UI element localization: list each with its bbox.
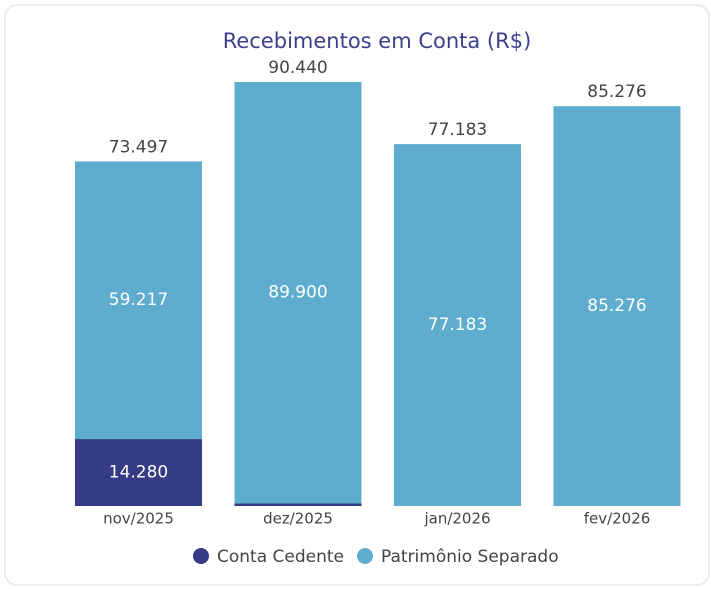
total-label: 73.497 xyxy=(109,137,168,157)
total-label: 85.276 xyxy=(587,82,646,102)
bar-segment xyxy=(75,439,202,506)
bar-segment xyxy=(394,144,521,506)
legend-marker xyxy=(193,548,209,564)
chart-title: Recebimentos em Conta (R$) xyxy=(223,29,532,53)
x-tick-label: fev/2026 xyxy=(584,510,651,528)
x-tick-label: dez/2025 xyxy=(263,510,333,528)
total-label: 90.440 xyxy=(268,58,327,78)
bar-segment xyxy=(553,106,681,507)
legend-marker xyxy=(357,548,373,564)
segment-label: 89.900 xyxy=(268,283,327,303)
bar-segment xyxy=(234,82,362,504)
bar-segment xyxy=(75,161,202,440)
segment-label: 14.280 xyxy=(109,463,168,483)
legend-label: Patrimônio Separado xyxy=(381,547,559,567)
x-tick-label: jan/2026 xyxy=(423,510,490,528)
bar-segment xyxy=(234,503,362,506)
segment-label: 77.183 xyxy=(428,315,487,335)
legend-label: Conta Cedente xyxy=(217,547,344,567)
segment-label: 85.276 xyxy=(587,296,646,316)
total-label: 77.183 xyxy=(428,120,487,140)
x-tick-label: nov/2025 xyxy=(103,510,174,528)
segment-label: 59.217 xyxy=(109,290,168,310)
